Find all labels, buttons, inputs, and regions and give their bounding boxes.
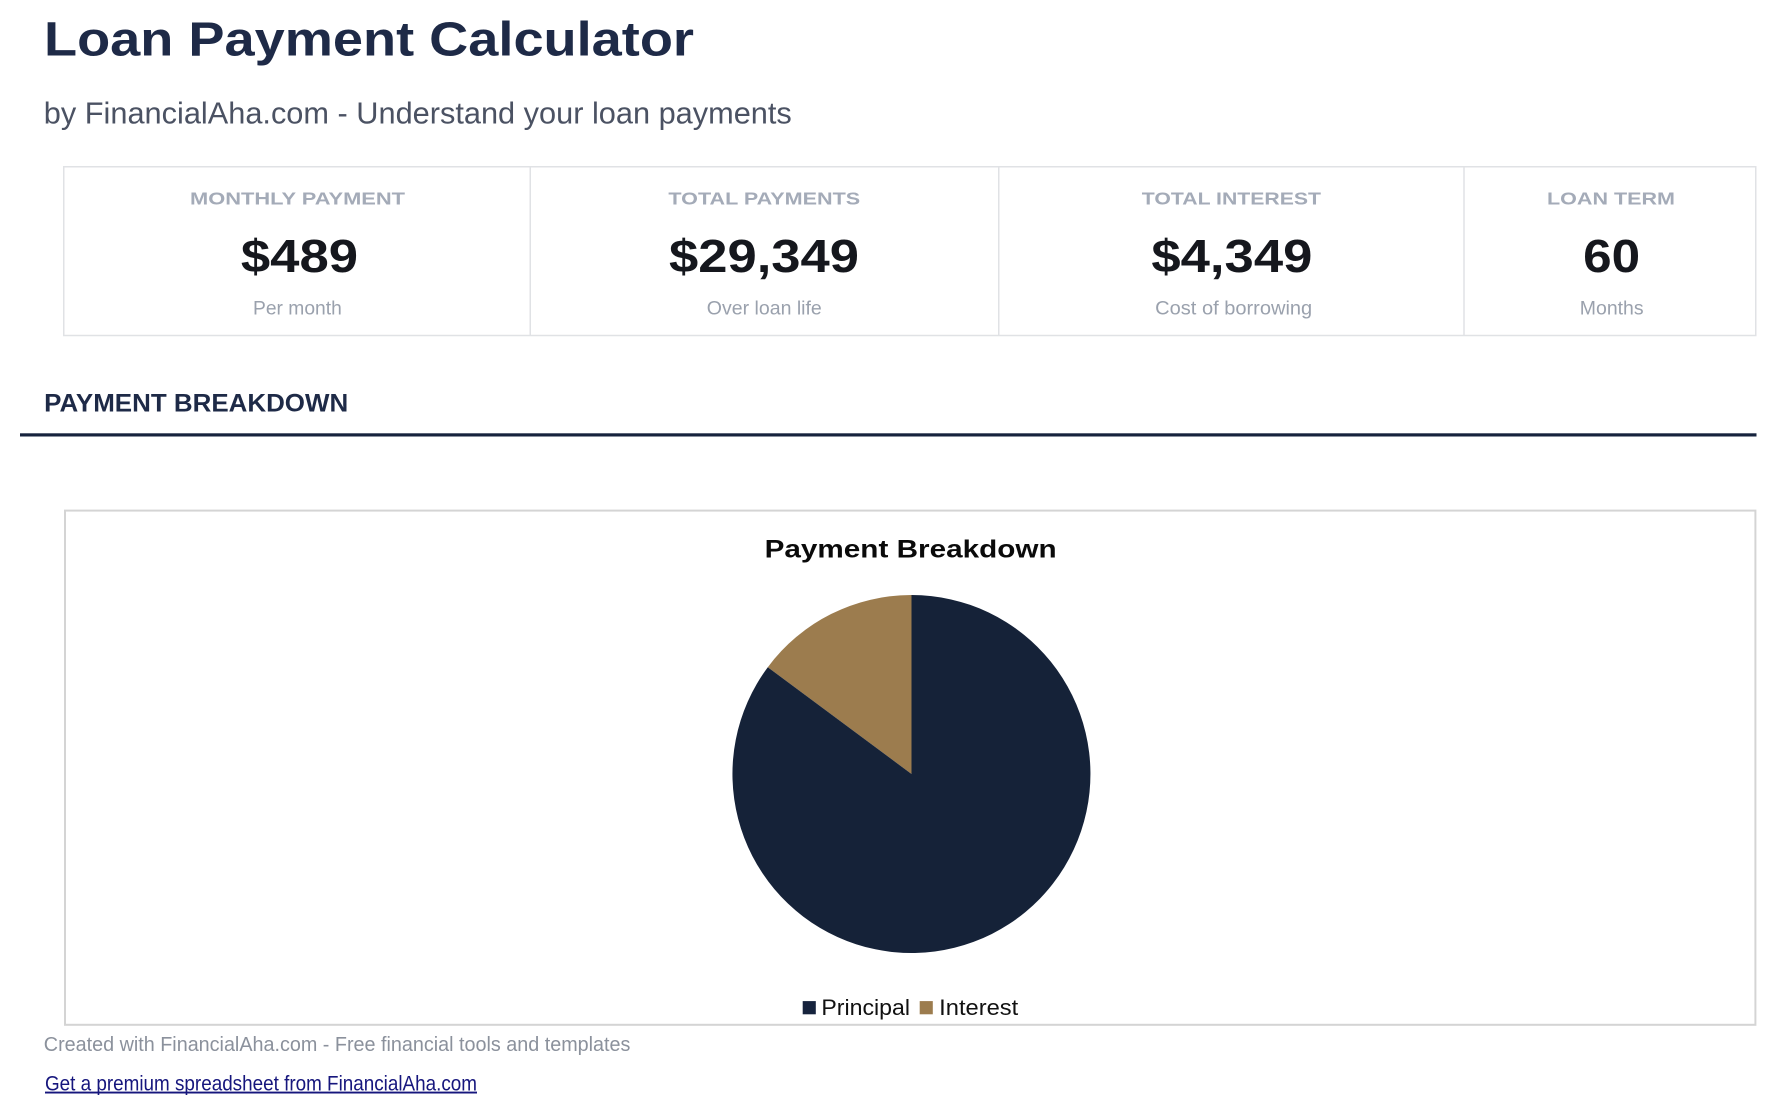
- svg-text:60: 60: [1583, 230, 1640, 282]
- svg-text:$4,349: $4,349: [1151, 230, 1312, 282]
- svg-text:TOTAL PAYMENTS: TOTAL PAYMENTS: [668, 188, 860, 208]
- svg-text:Principal: Principal: [821, 995, 910, 1020]
- svg-text:Created with FinancialAha.com: Created with FinancialAha.com - Free fin…: [44, 1034, 631, 1056]
- svg-text:Loan Payment Calculator: Loan Payment Calculator: [44, 12, 694, 66]
- svg-text:by FinancialAha.com - Understa: by FinancialAha.com - Understand your lo…: [44, 97, 792, 131]
- svg-text:$29,349: $29,349: [669, 230, 859, 282]
- svg-text:Cost of borrowing: Cost of borrowing: [1155, 298, 1312, 320]
- svg-text:TOTAL INTEREST: TOTAL INTEREST: [1142, 188, 1321, 208]
- svg-text:Payment Breakdown: Payment Breakdown: [765, 536, 1057, 564]
- svg-text:Get a premium spreadsheet from: Get a premium spreadsheet from Financial…: [45, 1073, 477, 1096]
- svg-text:PAYMENT BREAKDOWN: PAYMENT BREAKDOWN: [44, 390, 348, 418]
- svg-text:Per month: Per month: [253, 298, 342, 320]
- svg-text:MONTHLY PAYMENT: MONTHLY PAYMENT: [190, 188, 405, 208]
- svg-text:Months: Months: [1580, 298, 1644, 320]
- svg-text:$489: $489: [241, 230, 358, 282]
- svg-text:LOAN TERM: LOAN TERM: [1547, 188, 1675, 208]
- svg-text:Interest: Interest: [939, 995, 1019, 1020]
- svg-text:Over loan life: Over loan life: [707, 298, 822, 320]
